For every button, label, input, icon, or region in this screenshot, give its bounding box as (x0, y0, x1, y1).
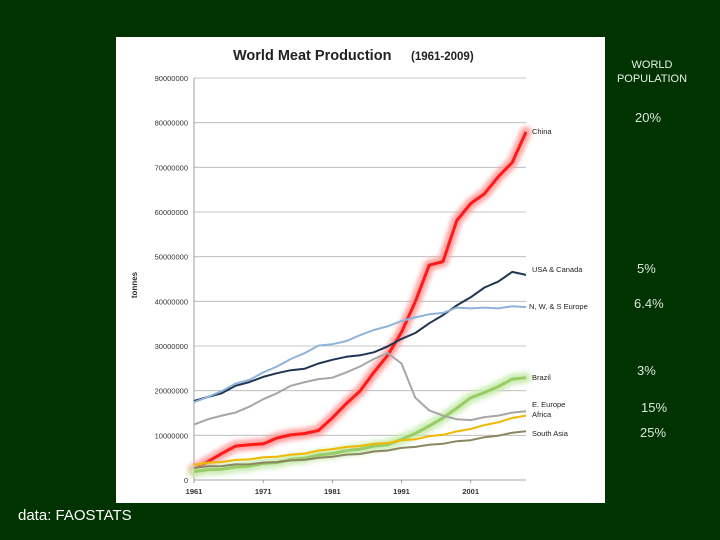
population-usa-canada: 5% (637, 261, 656, 276)
legend-label-south-asia: South Asia (532, 429, 569, 438)
population-china: 20% (635, 110, 662, 125)
series-line-china (193, 131, 528, 471)
series-line-usa-canada (193, 270, 527, 402)
population-e-europe-africa: 15% (641, 400, 668, 415)
y-axis-label: tonnes (130, 271, 139, 298)
legend-label-china: China (532, 127, 552, 136)
legend-label-e-europe: E. Europe (532, 400, 565, 409)
y-tick-label: 30000000 (155, 342, 188, 351)
series-line-e-europe (193, 352, 527, 426)
y-tick-label: 10000000 (155, 431, 188, 440)
y-tick-label: 40000000 (155, 297, 188, 306)
series-line-n-w-s-europe (193, 305, 527, 404)
y-tick-label: 20000000 (155, 387, 188, 396)
legend-label-usa-canada: USA & Canada (532, 265, 583, 274)
x-tick-label: 1971 (255, 487, 272, 496)
series-line-africa (193, 414, 527, 466)
x-tick-label: 2001 (462, 487, 479, 496)
world-population-heading-line2: POPULATION (616, 73, 688, 85)
y-tick-label: 90000000 (155, 74, 188, 83)
x-tick-label: 1991 (393, 487, 410, 496)
chart-panel: World Meat Production (1961-2009) tonnes… (116, 37, 605, 503)
world-population-heading-line1: WORLD (631, 59, 673, 71)
source-note: data: FAOSTATS (18, 507, 132, 524)
chart-title: World Meat Production (233, 48, 391, 64)
y-tick-label: 50000000 (155, 253, 188, 262)
y-tick-label: 60000000 (155, 208, 188, 217)
population-south-asia: 25% (640, 425, 667, 440)
y-tick-label: 0 (184, 476, 188, 485)
meat-production-chart: World Meat Production (1961-2009) tonnes… (130, 48, 588, 496)
series-line-south-asia (193, 430, 527, 469)
legend-label-africa: Africa (532, 410, 552, 419)
legend-label-n-w-s-europe: N, W, & S Europe (529, 302, 588, 311)
y-tick-label: 80000000 (155, 119, 188, 128)
population-brazil: 3% (637, 363, 656, 378)
chart-subtitle: (1961-2009) (411, 51, 474, 63)
series-line-brazil (193, 376, 527, 473)
y-tick-label: 70000000 (155, 163, 188, 172)
world-population-heading: WORLD POPULATION (606, 58, 698, 86)
x-tick-label: 1961 (186, 487, 203, 496)
legend-label-brazil: Brazil (532, 373, 551, 382)
population-europe: 6.4% (634, 296, 664, 311)
x-tick-label: 1981 (324, 487, 341, 496)
